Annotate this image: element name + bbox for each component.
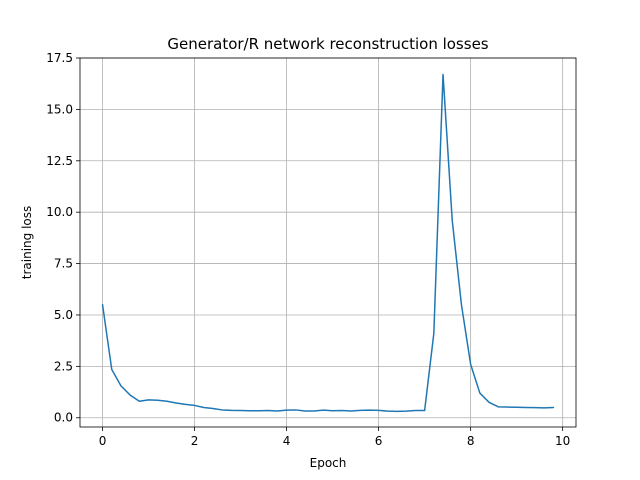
x-tick-label: 2 bbox=[191, 434, 199, 448]
series-layer bbox=[101, 73, 555, 413]
x-tick-label: 6 bbox=[375, 434, 383, 448]
y-tick-label: 7.5 bbox=[54, 257, 73, 271]
y-tick-label: 0.0 bbox=[54, 411, 73, 425]
x-tick-label: 0 bbox=[99, 434, 107, 448]
y-tick-label: 10.0 bbox=[46, 205, 73, 219]
series-line bbox=[101, 73, 555, 413]
x-axis-label: Epoch bbox=[310, 456, 347, 470]
x-tick-label: 8 bbox=[467, 434, 475, 448]
x-tick-label: 4 bbox=[283, 434, 291, 448]
y-tick-label: 17.5 bbox=[46, 51, 73, 65]
ticks: 0 2 4 6 8 10 0.0 2.5 5.0 7.5 10.0 12.5 15.0 17.5 bbox=[46, 51, 570, 448]
chart-title: Generator/R network reconstruction losse… bbox=[167, 35, 488, 53]
y-tick-label: 2.5 bbox=[54, 359, 73, 373]
y-tick-label: 12.5 bbox=[46, 154, 73, 168]
y-tick-label: 15.0 bbox=[46, 102, 73, 116]
y-axis-label: training loss bbox=[20, 206, 34, 279]
plot-frame bbox=[79, 57, 577, 428]
x-tick-label: 10 bbox=[555, 434, 570, 448]
y-tick-label: 5.0 bbox=[54, 308, 73, 322]
